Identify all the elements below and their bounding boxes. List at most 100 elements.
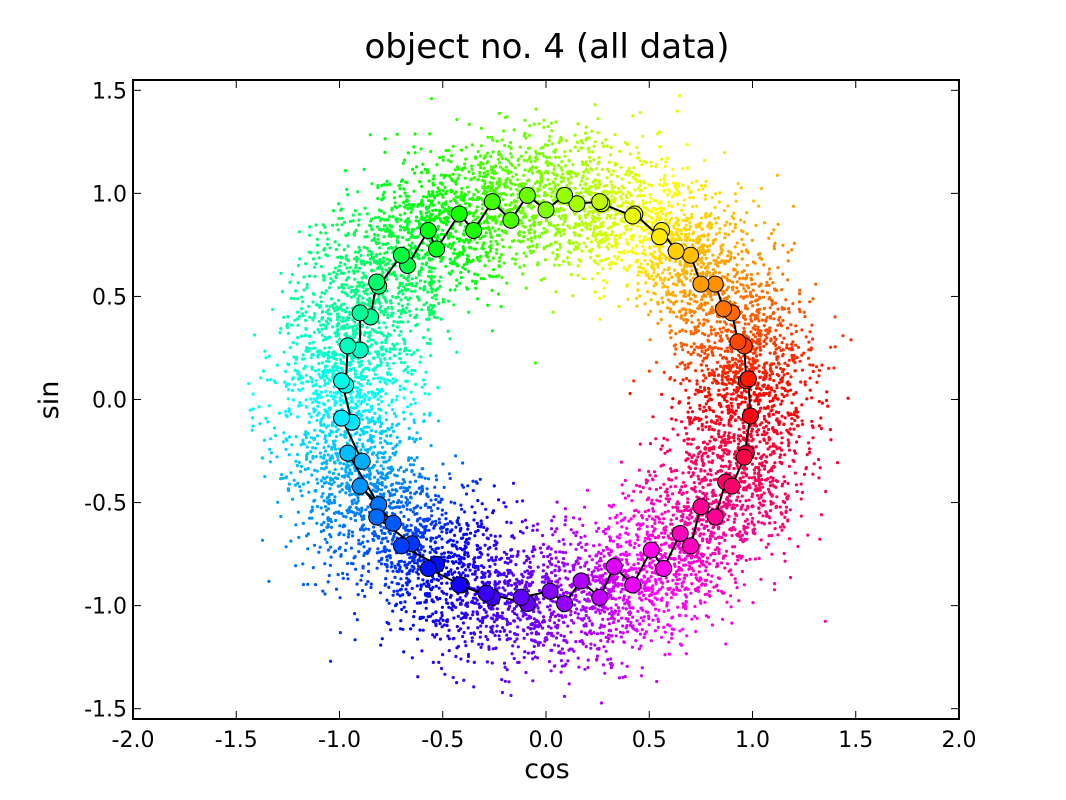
cloud-point: [668, 331, 672, 335]
cloud-point: [557, 214, 561, 218]
cloud-point: [548, 618, 552, 623]
cloud-point: [438, 156, 442, 160]
cloud-point: [772, 588, 777, 592]
cloud-point: [569, 613, 573, 617]
cloud-point: [412, 145, 416, 149]
cloud-point: [694, 388, 698, 392]
cloud-point: [694, 573, 698, 577]
cloud-point: [726, 285, 730, 289]
cloud-point: [684, 614, 688, 618]
cloud-point: [721, 458, 725, 462]
cloud-point: [742, 287, 746, 291]
cloud-point: [811, 363, 815, 367]
cloud-point: [296, 510, 300, 514]
cloud-point: [613, 609, 618, 613]
cloud-point: [362, 425, 366, 429]
cloud-point: [358, 266, 362, 270]
cloud-point: [434, 595, 439, 599]
cloud-point: [727, 494, 732, 498]
cloud-point: [637, 543, 641, 548]
cloud-point: [785, 372, 790, 376]
cloud-point: [337, 472, 341, 476]
cloud-point: [346, 561, 350, 566]
cloud-point: [464, 202, 468, 206]
cloud-point: [772, 244, 776, 248]
cloud-point: [315, 469, 319, 473]
cloud-point: [673, 282, 677, 286]
cloud-point: [511, 175, 515, 179]
cloud-point: [312, 436, 317, 440]
cloud-point: [444, 223, 448, 227]
cloud-point: [725, 387, 729, 391]
cloud-point: [286, 397, 290, 401]
cloud-point: [259, 376, 263, 380]
cloud-point: [560, 168, 564, 172]
cloud-point: [376, 478, 380, 482]
cloud-point: [683, 607, 688, 611]
cloud-point: [651, 507, 655, 511]
cloud-point: [548, 615, 553, 619]
cloud-point: [502, 129, 506, 133]
cloud-point: [488, 572, 492, 576]
cloud-point: [670, 405, 674, 409]
cloud-point: [555, 223, 560, 227]
cloud-point: [819, 513, 824, 517]
cloud-point: [399, 298, 403, 302]
cloud-point: [404, 528, 408, 532]
cloud-point: [762, 344, 766, 348]
cloud-point: [667, 200, 671, 204]
cloud-point: [611, 539, 616, 543]
cloud-point: [279, 514, 283, 519]
cloud-point: [771, 444, 775, 448]
cloud-point: [375, 453, 379, 457]
cloud-point: [613, 163, 617, 167]
cloud-point: [780, 288, 784, 292]
cloud-point: [676, 433, 680, 437]
cloud-point: [601, 578, 605, 582]
cloud-point: [526, 651, 530, 655]
cloud-point: [304, 326, 308, 331]
cloud-point: [523, 570, 527, 574]
cloud-point: [764, 318, 768, 322]
cloud-point: [758, 440, 762, 444]
cloud-point: [323, 537, 327, 541]
cloud-point: [342, 514, 346, 518]
cloud-point: [673, 294, 678, 298]
cloud-point: [589, 240, 593, 244]
cloud-point: [700, 295, 705, 299]
cloud-point: [660, 585, 665, 589]
cloud-point: [323, 562, 327, 566]
cloud-point: [778, 525, 783, 529]
cloud-point: [745, 211, 749, 215]
cloud-point: [780, 399, 784, 403]
cloud-point: [656, 619, 661, 624]
cloud-point: [336, 573, 340, 577]
cloud-point: [387, 367, 391, 371]
cloud-point: [487, 581, 492, 585]
cloud-point: [626, 265, 631, 269]
cloud-point: [413, 151, 417, 155]
cloud-point: [716, 261, 720, 265]
cloud-point: [675, 365, 679, 369]
cloud-point: [773, 301, 778, 305]
cloud-point: [763, 433, 767, 437]
cloud-point: [553, 177, 558, 181]
cloud-point: [542, 118, 546, 122]
cloud-point: [702, 492, 706, 496]
cloud-point: [785, 326, 790, 330]
cloud-point: [481, 175, 486, 179]
cloud-point: [454, 454, 458, 458]
cloud-point: [548, 604, 552, 608]
cloud-point: [532, 122, 536, 126]
cloud-point: [627, 169, 631, 173]
cloud-point: [736, 434, 741, 438]
cloud-point: [794, 329, 799, 334]
cloud-point: [377, 451, 381, 455]
cloud-point: [722, 504, 726, 508]
cloud-point: [658, 486, 663, 490]
cloud-point: [775, 495, 779, 499]
cloud-point: [580, 228, 584, 232]
cloud-point: [700, 454, 704, 458]
cloud-point: [675, 299, 679, 303]
cloud-point: [675, 585, 679, 590]
